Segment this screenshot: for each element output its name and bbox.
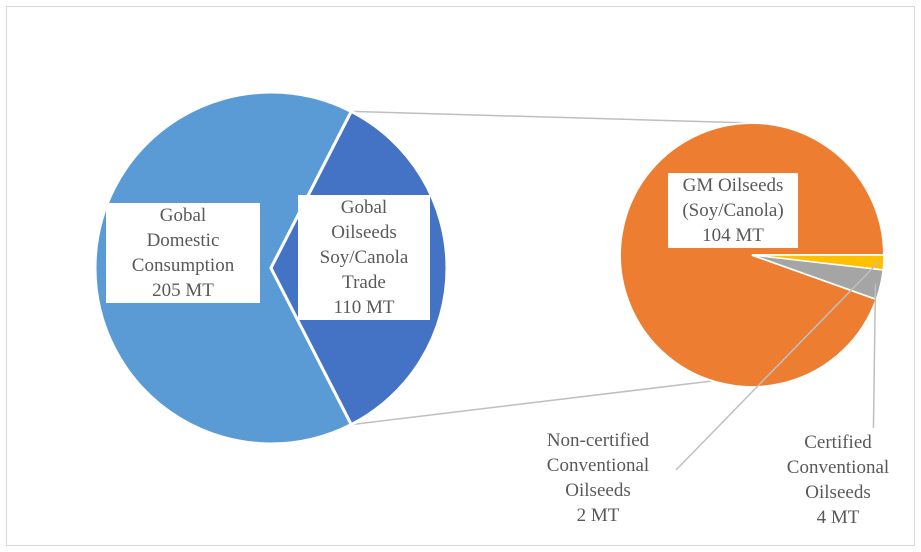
connector-lines — [351, 110, 753, 426]
label-domestic-consumption: Gobal Domestic Consumption 205 MT — [106, 203, 260, 303]
connector-line-bottom — [351, 380, 713, 426]
label-non-certified-oilseeds: Non-certified Conventional Oilseeds 2 MT — [546, 430, 650, 526]
label-oilseeds-trade: Gobal Oilseeds Soy/Canola Trade 110 MT — [298, 195, 430, 320]
label-gm-oilseeds: GM Oilseeds (Soy/Canola) 104 MT — [668, 173, 798, 248]
leader-line-certified — [872, 283, 877, 429]
secondary-pie — [619, 122, 886, 388]
leader-lines — [675, 261, 880, 471]
slice-certified-oilseeds — [751, 254, 884, 301]
connector-line-top — [351, 110, 753, 124]
leader-line-non-certified — [675, 261, 880, 471]
label-certified-oilseeds: Certified Conventional Oilseeds 4 MT — [786, 432, 890, 528]
